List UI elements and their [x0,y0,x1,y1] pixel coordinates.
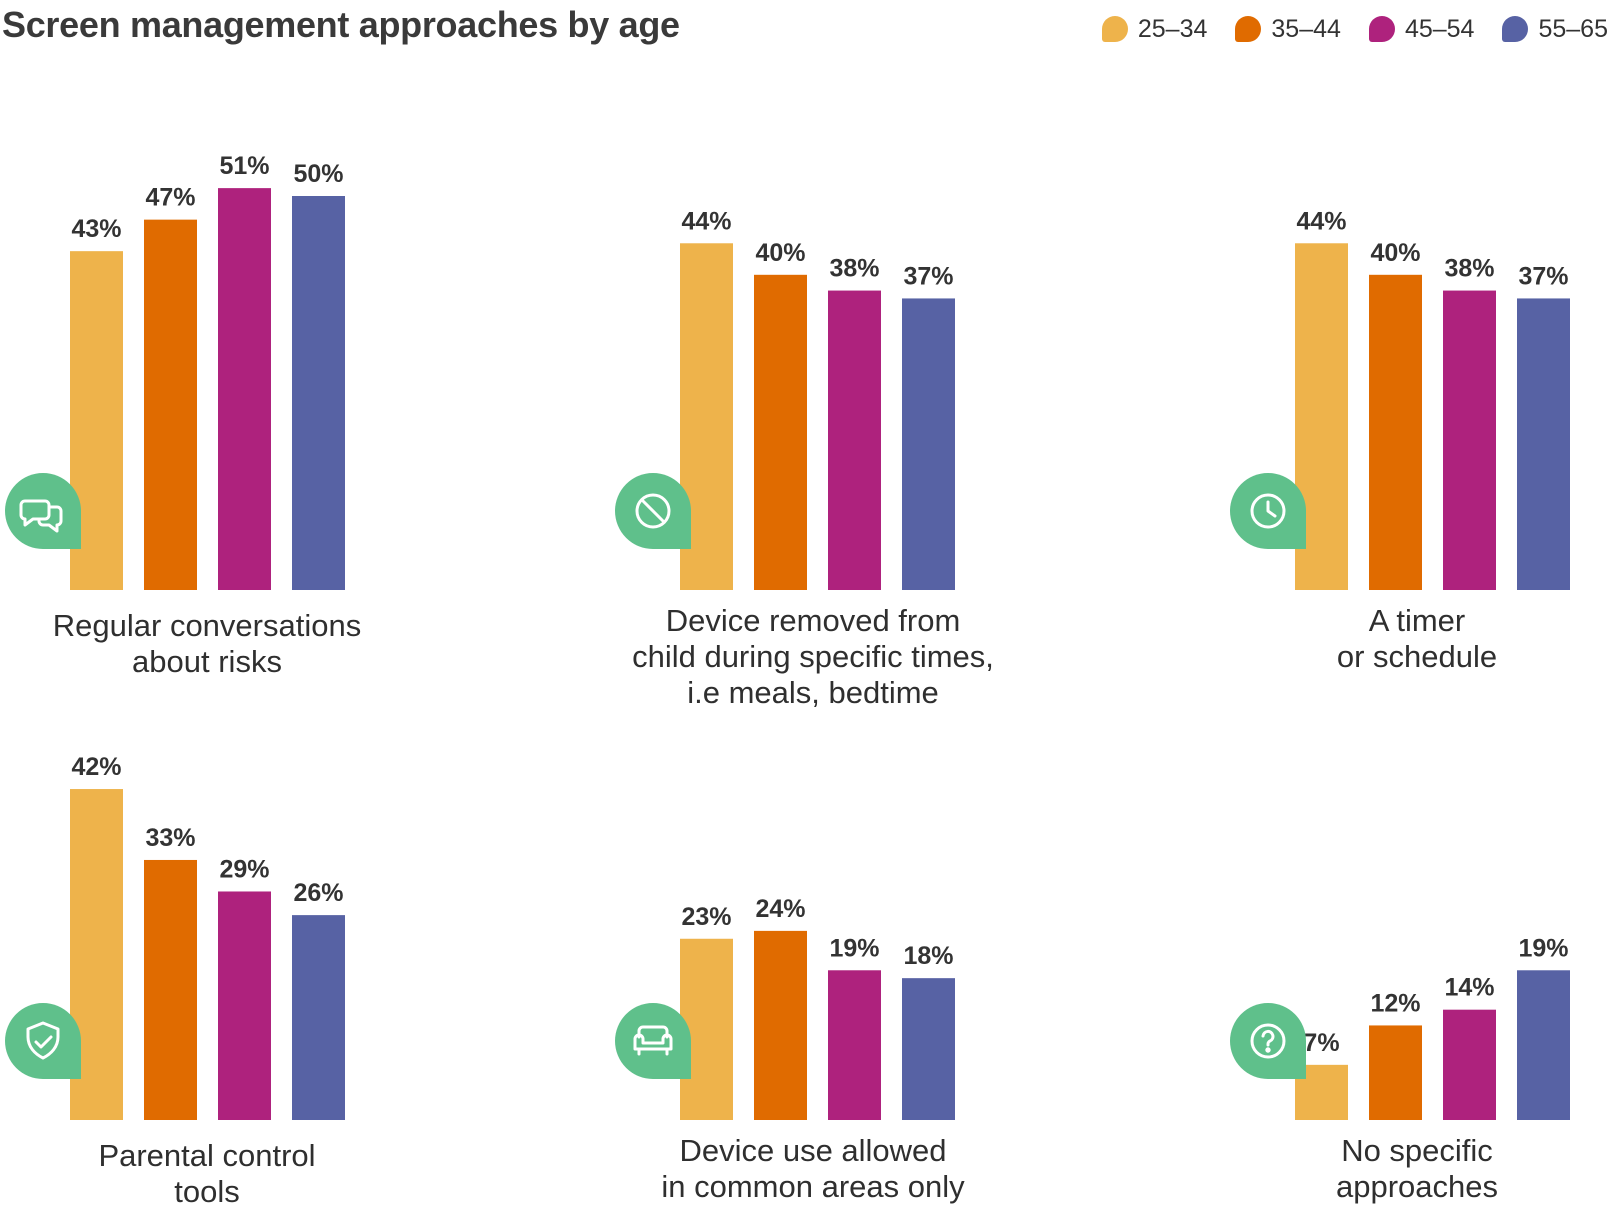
icon-bubble [615,1003,691,1079]
category-label: A timer [1369,603,1465,638]
category-label: Device use allowed [679,1133,946,1168]
category-label: Device removed from [666,603,961,638]
chart-title: Screen management approaches by age [2,4,680,45]
value-label: 19% [829,934,879,962]
legend-item-35-44: 35–44 [1235,15,1341,44]
bar-panel5-55-65 [902,978,955,1120]
sofa-icon [633,1025,673,1056]
value-label: 14% [1444,974,1494,1002]
category-label: Parental control [98,1138,315,1173]
value-label: 40% [1370,239,1420,267]
value-label: 7% [1303,1029,1339,1057]
value-label: 51% [219,152,269,180]
value-label: 44% [1296,207,1346,235]
value-label: 18% [903,942,953,970]
bar-panel6-45-54 [1443,1009,1496,1120]
bar-panel2-35-44 [754,274,807,590]
legend-label-35-44: 35–44 [1271,14,1341,43]
value-label: 19% [1518,934,1568,962]
no-entry-icon [635,493,671,529]
value-label: 40% [755,239,805,267]
category-label: about risks [132,644,282,679]
category-label: approaches [1336,1169,1498,1204]
category-label: or schedule [1337,639,1497,674]
icon-bubble [5,473,81,549]
value-label: 37% [1518,262,1568,290]
category-label: No specific [1341,1133,1493,1168]
value-label: 26% [293,879,343,907]
value-label: 42% [71,753,121,781]
value-label: 38% [829,255,879,283]
bar-panel3-45-54 [1443,290,1496,590]
question-mark-icon [1250,1023,1286,1059]
category-label: in common areas only [661,1169,965,1204]
legend-swatch-25-34 [1101,16,1128,42]
value-label: 29% [219,855,269,883]
category-label: i.e meals, bedtime [687,675,939,710]
bar-panel4-45-54 [218,891,271,1120]
value-label: 12% [1370,989,1420,1017]
bar-panel1-35-44 [144,219,197,590]
legend-swatch-45-54 [1368,16,1395,42]
legend-label-45-54: 45–54 [1404,14,1475,43]
legend-item-45-54: 45–54 [1368,14,1475,44]
bar-panel1-55-65 [292,196,345,590]
speech-bubbles-icon [19,499,63,533]
bar-panel3-55-65 [1517,298,1570,590]
bar-panel2-45-54 [828,290,881,590]
legend-item-25-34: 25–34 [1101,14,1208,44]
legend-label-55-65: 55–65 [1538,14,1608,43]
legend-swatch-55-65 [1502,16,1529,42]
category-label: tools [174,1174,239,1209]
bar-panel6-55-65 [1517,970,1570,1120]
bar-panel6-35-44 [1369,1025,1422,1120]
legend: 25–34 35–44 45–54 55–65 [1074,12,1608,46]
bar-panel5-45-54 [828,970,881,1120]
clock-icon [1250,493,1286,529]
category-label: child during specific times, [632,639,994,674]
category-label: Regular conversations [53,608,361,643]
bar-panel5-35-44 [754,930,807,1120]
bar-panel2-55-65 [902,298,955,590]
icon-bubble [5,1003,81,1079]
value-label: 43% [71,215,121,243]
bar-panel4-35-44 [144,859,197,1120]
value-label: 33% [145,824,195,852]
value-label: 44% [681,207,731,235]
bar-panel3-35-44 [1369,274,1422,590]
legend-swatch-35-44 [1235,16,1262,42]
legend-label-25-34: 25–34 [1137,14,1208,43]
value-label: 37% [903,262,953,290]
value-label: 24% [755,895,805,923]
shield-check-icon [26,1021,60,1060]
bar-panel4-55-65 [292,915,345,1120]
bar-panel1-45-54 [218,188,271,590]
value-label: 47% [145,184,195,212]
value-label: 50% [293,160,343,188]
value-label: 38% [1444,255,1494,283]
value-label: 23% [681,903,731,931]
legend-item-55-65: 55–65 [1502,15,1608,44]
